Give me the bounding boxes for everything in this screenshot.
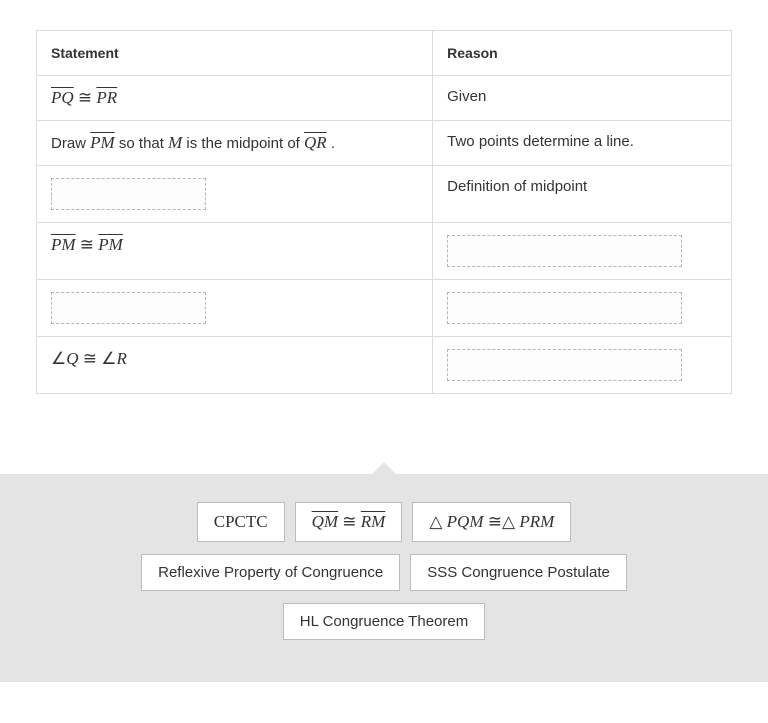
proof-table: Statement Reason PQ ≅ PRGivenDraw PM so … — [36, 30, 732, 394]
option-row-2: Reflexive Property of Congruence SSS Cong… — [20, 554, 748, 591]
option-tile[interactable]: △ PQM ≅△ PRM — [412, 502, 571, 542]
header-statement: Statement — [37, 31, 433, 76]
header-row: Statement Reason — [37, 31, 732, 76]
table-row: PM ≅ PM — [37, 223, 732, 280]
table-row: Definition of midpoint — [37, 166, 732, 223]
statement-cell — [37, 166, 433, 223]
option-row-1: CPCTCQM ≅ RM△ PQM ≅△ PRM — [20, 502, 748, 542]
option-tile[interactable]: CPCTC — [197, 502, 285, 542]
table-row: PQ ≅ PRGiven — [37, 76, 732, 121]
option-tile[interactable]: SSS Congruence Postulate — [410, 554, 627, 591]
reason-dropzone[interactable] — [447, 292, 682, 324]
statement-cell: PQ ≅ PR — [37, 76, 433, 121]
table-row: ∠Q ≅ ∠R — [37, 337, 732, 394]
statement-dropzone[interactable] — [51, 178, 206, 210]
statement-dropzone[interactable] — [51, 292, 206, 324]
statement-cell: Draw PM so that M is the midpoint of QR … — [37, 121, 433, 166]
proof-container: Statement Reason PQ ≅ PRGivenDraw PM so … — [0, 0, 768, 394]
option-row-3: HL Congruence Theorem — [20, 603, 748, 640]
options-pointer-icon — [372, 462, 396, 474]
reason-cell — [433, 280, 732, 337]
option-tile[interactable]: HL Congruence Theorem — [283, 603, 485, 640]
option-area-wrapper: CPCTCQM ≅ RM△ PQM ≅△ PRM Reflexive Prope… — [0, 474, 768, 682]
statement-cell: PM ≅ PM — [37, 223, 433, 280]
reason-cell: Given — [433, 76, 732, 121]
reason-cell — [433, 223, 732, 280]
statement-cell: ∠Q ≅ ∠R — [37, 337, 433, 394]
header-reason: Reason — [433, 31, 732, 76]
table-row: Draw PM so that M is the midpoint of QR … — [37, 121, 732, 166]
option-tile[interactable]: Reflexive Property of Congruence — [141, 554, 400, 591]
reason-cell — [433, 337, 732, 394]
table-row — [37, 280, 732, 337]
reason-cell: Two points determine a line. — [433, 121, 732, 166]
statement-cell — [37, 280, 433, 337]
option-tile-area: CPCTCQM ≅ RM△ PQM ≅△ PRM Reflexive Prope… — [0, 474, 768, 682]
reason-dropzone[interactable] — [447, 235, 682, 267]
reason-cell: Definition of midpoint — [433, 166, 732, 223]
option-tile[interactable]: QM ≅ RM — [295, 502, 403, 542]
reason-dropzone[interactable] — [447, 349, 682, 381]
